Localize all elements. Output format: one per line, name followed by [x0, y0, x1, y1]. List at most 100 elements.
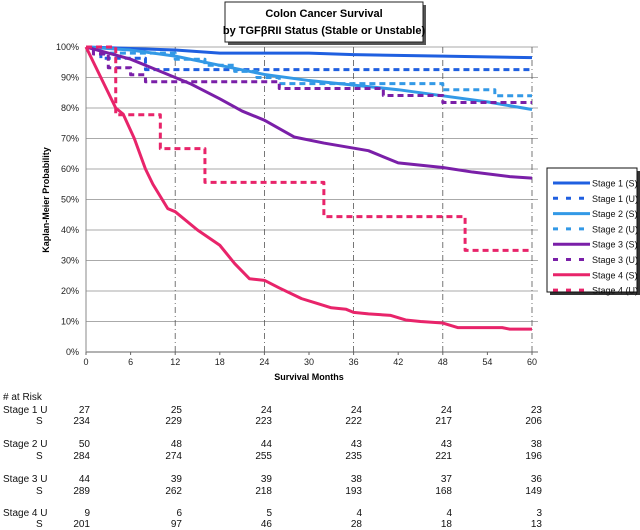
at-risk-value: 97	[170, 519, 182, 530]
at-risk-value: 38	[350, 474, 362, 485]
x-tick-label: 36	[349, 357, 359, 367]
legend-label: Stage 1 (U)	[592, 194, 638, 204]
series-line-stage-4-u	[86, 45, 532, 252]
at-risk-value: 28	[350, 519, 362, 530]
at-risk-value: 218	[255, 486, 272, 497]
at-risk-value: 39	[260, 474, 272, 485]
x-axis-label: Survival Months	[274, 372, 344, 382]
at-risk-value: 4	[356, 508, 362, 519]
x-tick-label: 18	[215, 357, 225, 367]
y-tick-label: 60%	[61, 164, 79, 174]
at-risk-value: 149	[525, 486, 542, 497]
y-tick-label: 80%	[61, 103, 79, 113]
at-risk-value: 206	[525, 416, 542, 427]
at-risk-value: 235	[345, 451, 362, 462]
at-risk-value: 223	[255, 416, 272, 427]
legend-label: Stage 2 (U)	[592, 224, 638, 234]
at-risk-value: 4	[446, 508, 452, 519]
y-tick-label: 100%	[56, 42, 79, 52]
y-tick-label: 70%	[61, 134, 79, 144]
legend-label: Stage 4 (U)	[592, 286, 638, 296]
at-risk-value: 255	[255, 451, 272, 462]
at-risk-value: 274	[165, 451, 182, 462]
series-line-stage-3-u	[86, 45, 532, 105]
axis-ticks: 0% 10% 20% 30% 40% 50% 60% 70% 80% 90% 100% 0 6 12 18 2…	[56, 42, 537, 367]
y-tick-label: 30%	[61, 256, 79, 266]
series-line-stage-3-s	[85, 45, 533, 180]
at-risk-value: 37	[440, 474, 452, 485]
series-line-stage-1-s	[85, 45, 533, 60]
gridlines	[85, 46, 538, 355]
legend-label: Stage 2 (S)	[592, 209, 638, 219]
at-risk-value: 36	[530, 474, 542, 485]
at-risk-value: 25	[170, 405, 182, 416]
at-risk-value: 44	[78, 474, 90, 485]
at-risk-value: 38	[530, 439, 542, 450]
at-risk-row-label: Stage 2 U	[3, 439, 48, 450]
at-risk-value: 262	[165, 486, 182, 497]
x-tick-label: 0	[83, 357, 88, 367]
x-tick-label: 60	[527, 357, 537, 367]
y-tick-label: 0%	[66, 347, 79, 357]
at-risk-row-label: Stage 1 U	[3, 405, 48, 416]
series-lines	[84, 45, 533, 331]
at-risk-value: 6	[176, 508, 182, 519]
at-risk-value: 27	[78, 405, 90, 416]
at-risk-value: 217	[435, 416, 452, 427]
at-risk-value: 48	[170, 439, 182, 450]
at-risk-value: 229	[165, 416, 182, 427]
at-risk-row-label: S	[36, 416, 43, 427]
at-risk-value: 193	[345, 486, 362, 497]
legend: Stage 1 (S) Stage 1 (U) Stage 2 (S) Stage 2…	[546, 167, 640, 296]
legend-label: Stage 1 (S)	[592, 179, 638, 189]
at-risk-value: 13	[530, 519, 542, 530]
at-risk-value: 201	[73, 519, 90, 530]
y-tick-label: 10%	[61, 317, 79, 327]
at-risk-value: 289	[73, 486, 90, 497]
y-tick-label: 50%	[61, 195, 79, 205]
series-line-stage-2-u	[86, 45, 532, 98]
at-risk-value: 221	[435, 451, 452, 462]
x-tick-label: 24	[259, 357, 269, 367]
at-risk-value: 43	[440, 439, 452, 450]
y-tick-label: 20%	[61, 286, 79, 296]
at-risk-value: 24	[350, 405, 362, 416]
chart-title-line-2: by TGFβRII Status (Stable or Unstable)	[223, 25, 426, 37]
at-risk-header: # at Risk	[3, 392, 42, 403]
at-risk-value: 234	[73, 416, 90, 427]
x-tick-label: 6	[128, 357, 133, 367]
x-tick-label: 48	[438, 357, 448, 367]
legend-label: Stage 3 (U)	[592, 255, 638, 265]
at-risk-value: 3	[536, 508, 542, 519]
x-tick-label: 42	[393, 357, 403, 367]
at-risk-row-label: Stage 4 U	[3, 508, 48, 519]
at-risk-row-label: S	[36, 519, 43, 530]
y-tick-label: 40%	[61, 225, 79, 235]
at-risk-row-label: Stage 3 U	[3, 474, 48, 485]
at-risk-value: 46	[260, 519, 272, 530]
at-risk-value: 9	[84, 508, 90, 519]
y-axis-label: Kaplan-Meier Probability	[41, 147, 51, 253]
at-risk-value: 24	[260, 405, 272, 416]
at-risk-value: 222	[345, 416, 362, 427]
at-risk-value: 168	[435, 486, 452, 497]
at-risk-row-label: S	[36, 451, 43, 462]
at-risk-value: 43	[350, 439, 362, 450]
chart-title-line-1: Colon Cancer Survival	[265, 8, 382, 20]
at-risk-value: 284	[73, 451, 90, 462]
legend-label: Stage 3 (S)	[592, 240, 638, 250]
at-risk-value: 44	[260, 439, 272, 450]
at-risk-value: 50	[78, 439, 90, 450]
at-risk-value: 39	[170, 474, 182, 485]
x-tick-label: 54	[482, 357, 492, 367]
at-risk-row-label: S	[36, 486, 43, 497]
at-risk-value: 23	[530, 405, 542, 416]
at-risk-value: 24	[440, 405, 452, 416]
title-box: Colon Cancer Survival by TGFβRII Status …	[223, 1, 426, 45]
at-risk-value: 196	[525, 451, 542, 462]
x-tick-label: 30	[304, 357, 314, 367]
at-risk-value: 18	[440, 519, 452, 530]
x-tick-label: 12	[170, 357, 180, 367]
at-risk-value: 5	[266, 508, 272, 519]
